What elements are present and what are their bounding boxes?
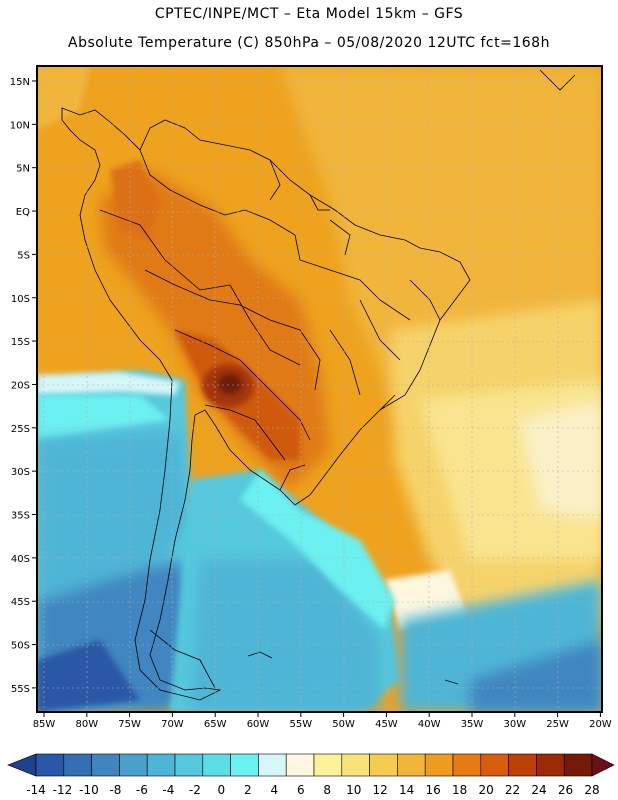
colorbar-label: 22	[505, 783, 520, 797]
colorbar-swatch	[313, 753, 343, 777]
lat-label: 40S	[11, 554, 30, 565]
colorbar-swatch	[174, 753, 204, 777]
colorbar-label: -10	[79, 783, 99, 797]
colorbar-label: 4	[270, 783, 278, 797]
colorbar-label: 12	[373, 783, 388, 797]
colorbar-label: 6	[297, 783, 305, 797]
lat-label: 10N	[10, 120, 30, 131]
colorbar-swatch	[508, 753, 537, 777]
lon-label: 60W	[247, 719, 270, 730]
lon-label: 45W	[375, 719, 398, 730]
lon-label: 85W	[33, 719, 56, 730]
colorbar-swatch	[258, 753, 287, 777]
lon-label: 30W	[503, 719, 526, 730]
colorbar-swatch	[146, 753, 176, 777]
colorbar-label: 18	[452, 783, 467, 797]
colorbar-swatch	[230, 753, 259, 777]
latitude-axis: 15N 10N 5N EQ 5S 10S 15S 20S 25S 30S 35S 40S 45S 50S 5…	[10, 77, 37, 695]
lon-label: 40W	[418, 719, 441, 730]
temperature-field	[37, 66, 602, 712]
lat-label: 55S	[11, 684, 30, 695]
colorbar-swatch	[7, 753, 37, 777]
lat-label: 30S	[11, 467, 30, 478]
lat-label: 20S	[11, 380, 30, 391]
lon-label: 75W	[118, 719, 141, 730]
colorbar-label: 10	[346, 783, 361, 797]
coastlines	[61, 69, 576, 701]
lat-label: EQ	[16, 207, 30, 218]
colorbar-swatch	[424, 753, 454, 777]
colorbar-swatch	[369, 753, 398, 777]
colorbar: -14 -12 -10 -8 -6 -4 -2 0 2 4 6 8 10 12 14 16 18 20 22 24 26…	[7, 753, 615, 797]
colorbar-label: 0	[218, 783, 226, 797]
colorbar-swatch	[563, 753, 593, 777]
lat-label: 35S	[11, 511, 30, 522]
colorbar-label: -2	[189, 783, 201, 797]
lat-label: 5S	[17, 250, 30, 261]
map-subtitle: Absolute Temperature (C) 850hPa – 05/08/…	[68, 35, 550, 51]
lon-label: 20W	[589, 719, 612, 730]
colorbar-label: 8	[323, 783, 331, 797]
lon-label: 80W	[75, 719, 98, 730]
colorbar-label: 14	[399, 783, 414, 797]
graticule	[37, 66, 602, 712]
colorbar-label: -4	[162, 783, 174, 797]
lat-label: 5N	[16, 164, 30, 175]
lon-label: 55W	[289, 719, 312, 730]
map-title: CPTEC/INPE/MCT – Eta Model 15km – GFS	[154, 6, 464, 22]
colorbar-label: 28	[584, 783, 599, 797]
colorbar-label: 20	[478, 783, 493, 797]
colorbar-swatch	[285, 753, 315, 777]
lon-label: 65W	[204, 719, 227, 730]
colorbar-swatch	[91, 753, 120, 777]
colorbar-swatch	[341, 753, 370, 777]
lat-label: 15S	[11, 337, 30, 348]
colorbar-swatch	[397, 753, 426, 777]
colorbar-swatch	[35, 753, 65, 777]
colorbar-swatch	[480, 753, 509, 777]
colorbar-label: 16	[426, 783, 441, 797]
lon-label: 50W	[332, 719, 355, 730]
colorbar-label: 26	[558, 783, 573, 797]
colorbar-label: -8	[109, 783, 121, 797]
colorbar-label: 24	[531, 783, 546, 797]
colorbar-label: -6	[136, 783, 148, 797]
lon-label: 35W	[461, 719, 484, 730]
colorbar-swatch	[591, 753, 615, 777]
colorbar-swatch	[202, 753, 231, 777]
lon-label: 70W	[161, 719, 184, 730]
lat-label: 45S	[11, 597, 30, 608]
colorbar-label: -12	[53, 783, 73, 797]
map-frame	[36, 65, 603, 713]
longitude-axis: 85W 80W 75W 70W 65W 60W 55W 50W 45W 40W 35W 30W 25W 2…	[33, 712, 612, 730]
lon-label: 25W	[546, 719, 569, 730]
lat-label: 50S	[11, 641, 30, 652]
colorbar-label: 2	[244, 783, 252, 797]
colorbar-label: -14	[26, 783, 46, 797]
colorbar-swatch	[536, 753, 565, 777]
lat-label: 15N	[10, 77, 30, 88]
colorbar-swatch	[452, 753, 482, 777]
lat-label: 10S	[11, 294, 30, 305]
colorbar-swatch	[63, 753, 92, 777]
colorbar-swatch	[119, 753, 148, 777]
lat-label: 25S	[11, 424, 30, 435]
